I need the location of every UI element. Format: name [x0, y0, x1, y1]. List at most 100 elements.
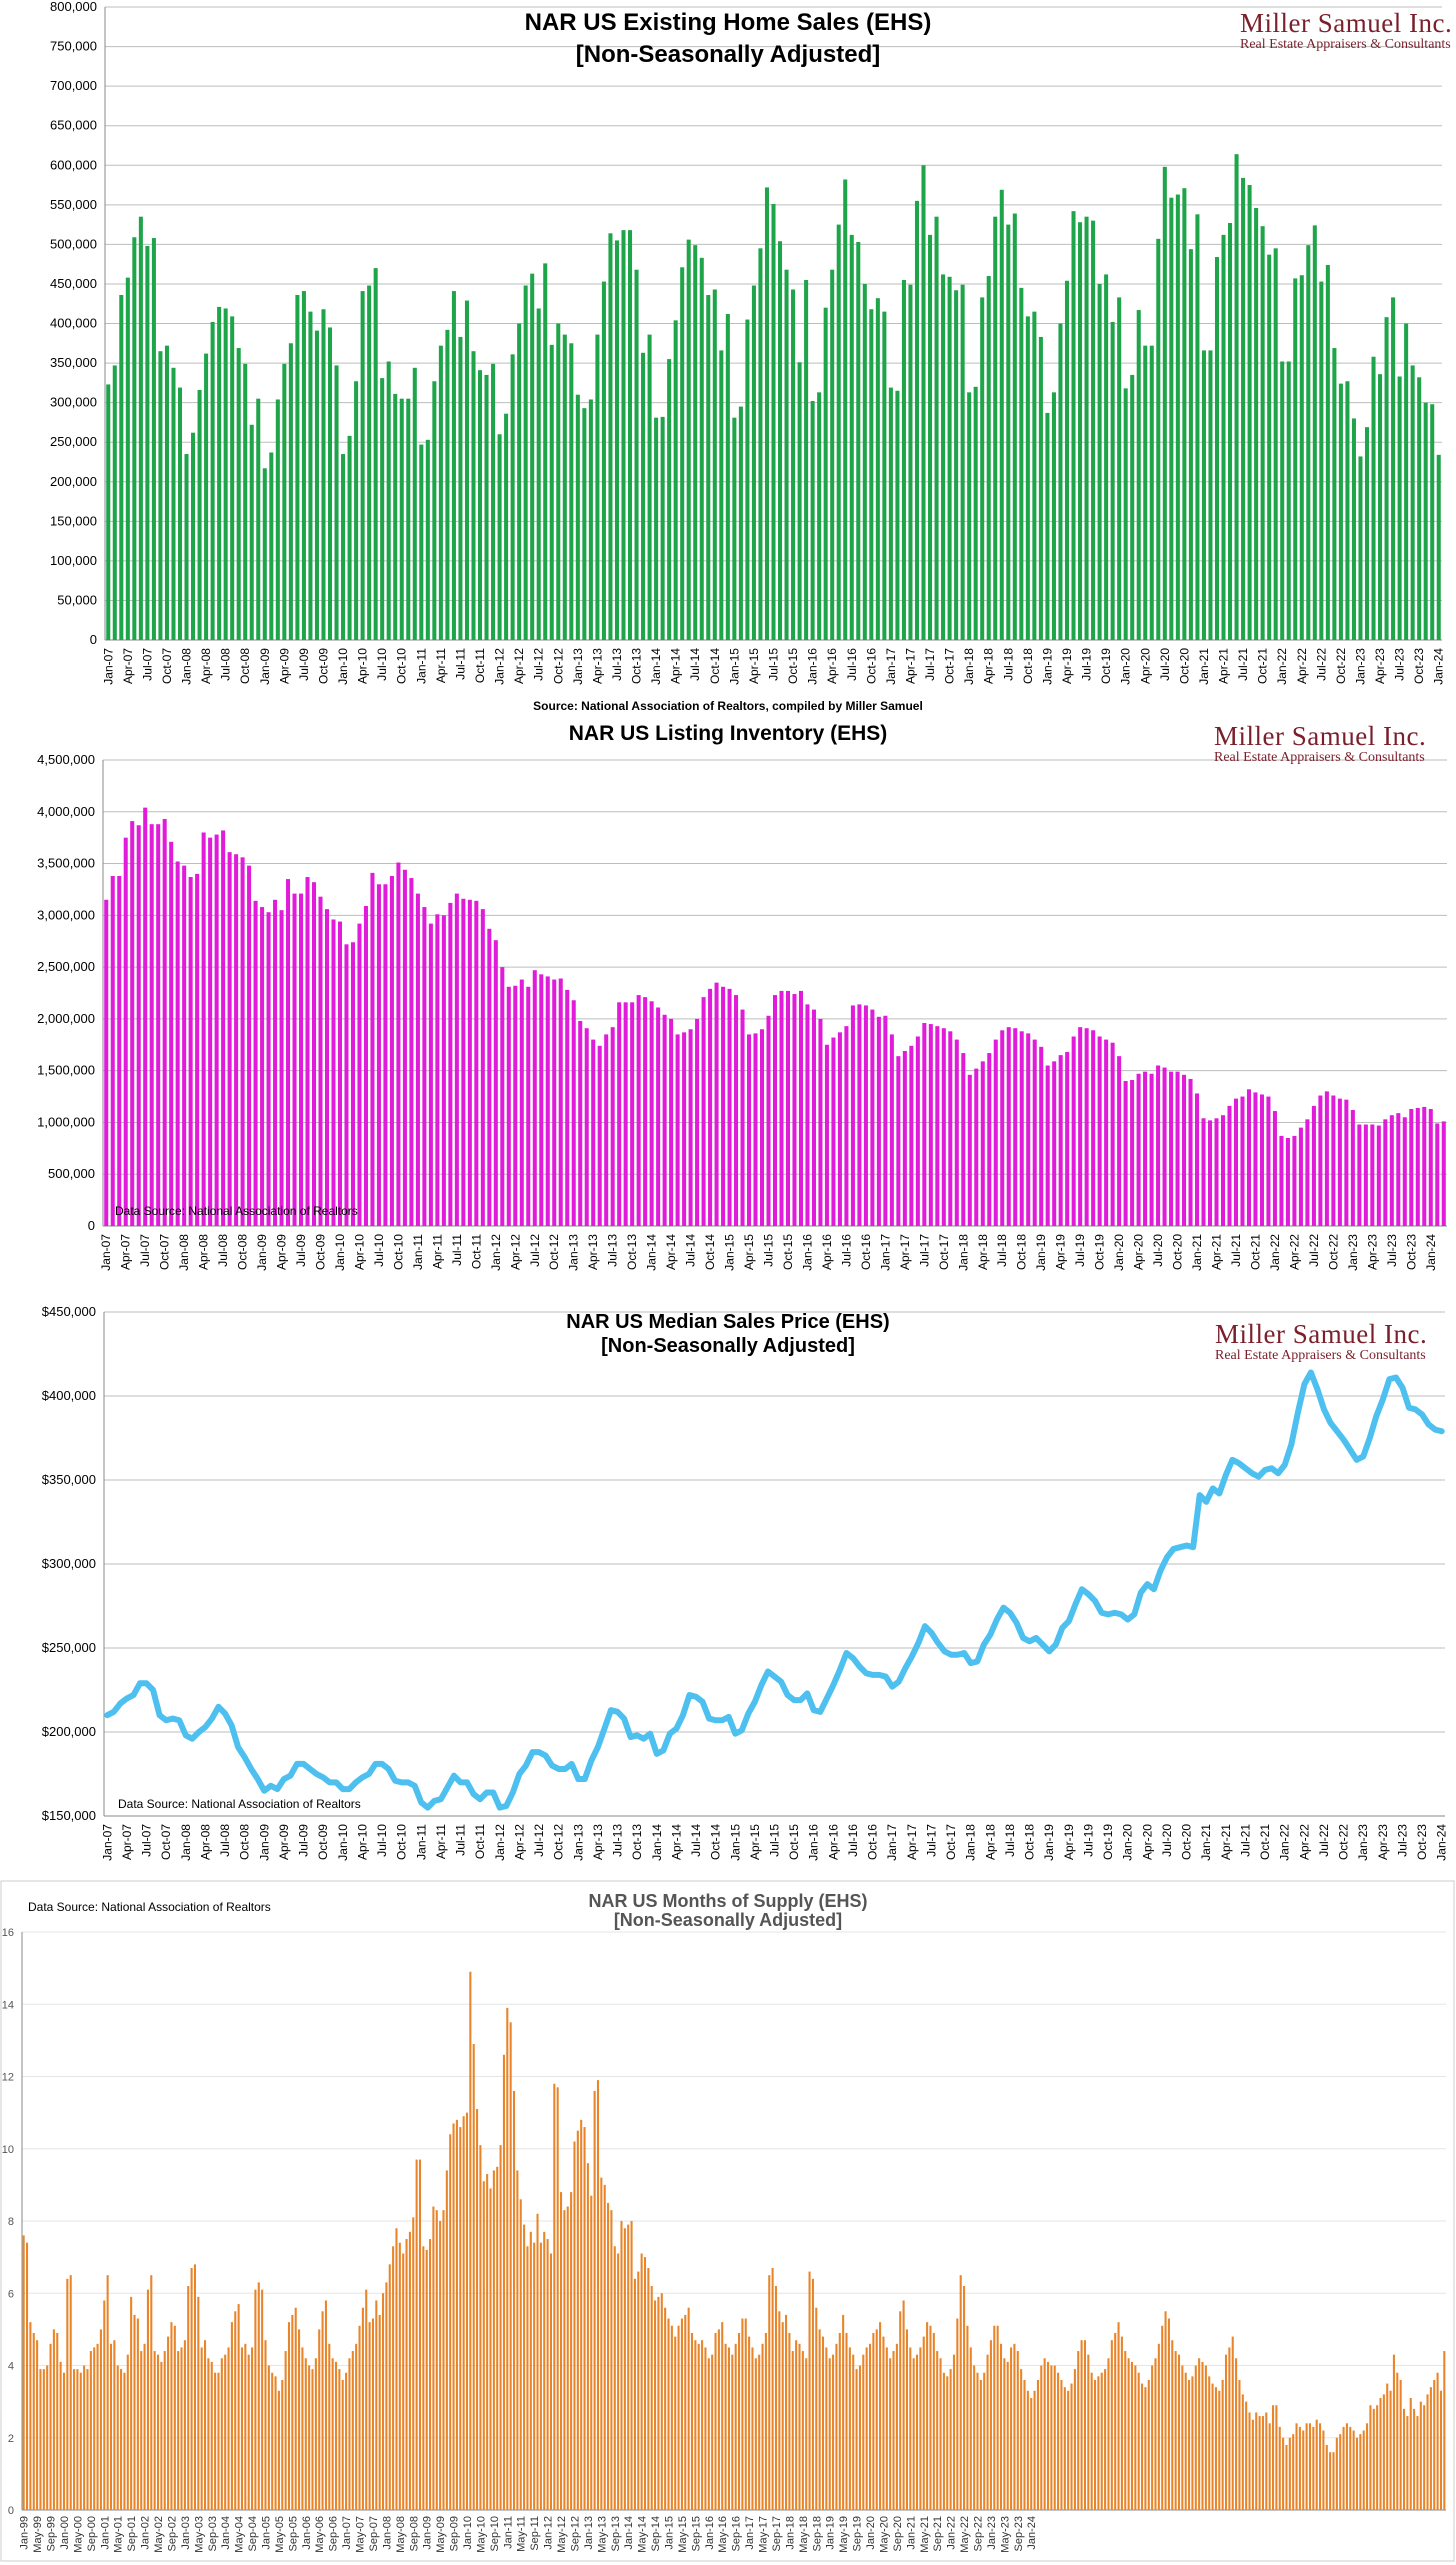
x-tick-label: Sep-22: [972, 2516, 984, 2551]
bar: [324, 2300, 327, 2510]
bar: [912, 2358, 915, 2510]
x-tick-label: Jan-08: [381, 2516, 393, 2550]
bar: [1423, 2405, 1426, 2510]
bar: [533, 2242, 536, 2510]
bar: [295, 295, 300, 640]
bar: [1382, 2394, 1385, 2510]
bar: [774, 2286, 778, 2510]
bar: [1231, 2336, 1234, 2510]
bar: [1188, 249, 1193, 640]
bar: [334, 365, 339, 640]
bar: [1422, 1106, 1427, 1226]
bar: [620, 2221, 623, 2510]
bar: [1073, 2369, 1076, 2510]
bar: [382, 2293, 385, 2510]
bar: [1220, 1115, 1226, 1226]
bar: [1279, 1135, 1284, 1226]
bar: [837, 1032, 842, 1226]
bar: [1441, 1121, 1446, 1226]
y-tick-label: 800,000: [50, 0, 97, 14]
bar: [734, 995, 739, 1226]
bar: [578, 1020, 583, 1226]
bar: [402, 869, 407, 1226]
bar: [523, 2224, 526, 2510]
x-tick-label: Apr-17: [903, 648, 917, 684]
bar: [1402, 2408, 1406, 2510]
bar: [751, 2347, 754, 2510]
bar: [406, 398, 411, 640]
bar: [687, 2307, 690, 2510]
x-tick-label: Jul-17: [923, 648, 937, 681]
bar: [334, 2361, 338, 2510]
bar: [331, 919, 336, 1226]
bar: [1214, 1118, 1219, 1226]
x-tick-label: Sep-09: [449, 2516, 461, 2551]
x-tick-label: Jul-11: [450, 1234, 464, 1266]
bar: [1130, 374, 1135, 640]
bar: [448, 902, 453, 1226]
bar: [1067, 2390, 1070, 2510]
bar: [187, 2286, 190, 2510]
bar: [201, 832, 206, 1226]
bar: [415, 2159, 418, 2510]
x-tick-label: Jan-13: [571, 648, 585, 685]
bar: [928, 1024, 933, 1226]
bar: [549, 344, 554, 640]
y-tick-label: 200,000: [50, 474, 97, 489]
bar: [1182, 1074, 1187, 1226]
bar: [1315, 2419, 1318, 2510]
y-tick-label: 3,000,000: [37, 907, 95, 922]
bar: [688, 1029, 693, 1226]
bar: [1051, 392, 1056, 640]
bar: [1275, 2405, 1278, 2510]
bar: [1227, 1105, 1232, 1226]
x-tick-label: Jul-07: [140, 1824, 154, 1857]
bar: [939, 2358, 942, 2510]
bar: [836, 224, 841, 640]
bar: [318, 896, 323, 1226]
x-tick-label: Sep-23: [1013, 2516, 1025, 2551]
bar: [1130, 1079, 1135, 1226]
x-tick-label: Apr-23: [1373, 648, 1387, 684]
x-tick-label: May-01: [113, 2516, 125, 2553]
x-tick-label: Sep-16: [731, 2516, 743, 2551]
bar: [684, 2314, 687, 2510]
y-tick-label: 12: [2, 2072, 14, 2084]
bar: [935, 1026, 940, 1226]
x-tick-label: Oct-08: [236, 1234, 250, 1270]
x-tick-label: Jan-21: [1190, 1234, 1204, 1271]
x-tick-label: Oct-18: [1015, 1234, 1029, 1270]
bar: [738, 2332, 741, 2510]
bar: [190, 2267, 193, 2510]
bar: [402, 2253, 405, 2510]
x-tick-label: Apr-14: [669, 1824, 683, 1860]
bar: [260, 907, 265, 1226]
x-tick-label: May-05: [274, 2516, 286, 2553]
bar: [301, 291, 306, 640]
bar: [312, 882, 317, 1226]
bar: [304, 2358, 307, 2510]
x-tick-label: Sep-11: [529, 2516, 541, 2551]
bar: [734, 2343, 737, 2510]
bar: [392, 2246, 395, 2510]
bar: [162, 819, 167, 1226]
bar: [1169, 1071, 1174, 1226]
bar: [491, 363, 496, 640]
bar: [593, 2090, 596, 2510]
bar: [513, 985, 518, 1226]
bar: [502, 2054, 505, 2510]
bar: [872, 2332, 875, 2510]
x-tick-label: Apr-09: [277, 1824, 291, 1860]
x-tick-label: Sep-20: [892, 2516, 904, 2551]
bar: [489, 2188, 492, 2510]
x-tick-label: Jul-23: [1385, 1234, 1399, 1267]
bar: [389, 875, 394, 1226]
bar: [146, 2289, 149, 2510]
bar: [1391, 297, 1396, 640]
bar: [1104, 1039, 1109, 1226]
bar: [1278, 2426, 1281, 2510]
bar: [331, 2358, 334, 2510]
x-tick-label: May-08: [395, 2516, 407, 2553]
bar: [237, 2304, 240, 2510]
bar: [1194, 2365, 1197, 2510]
